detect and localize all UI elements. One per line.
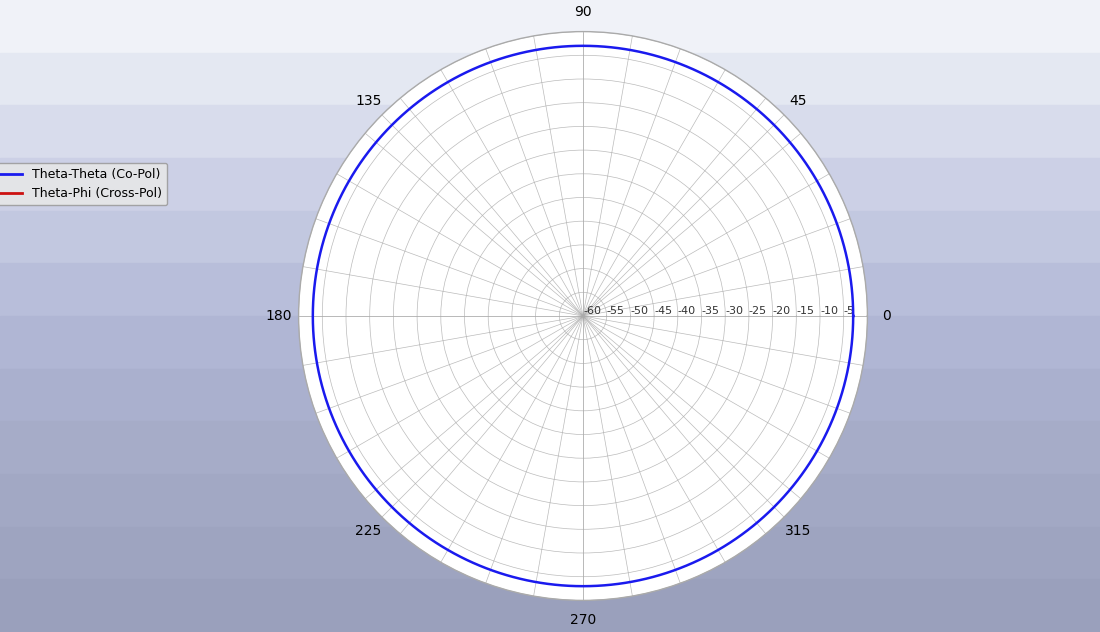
Bar — [0, 422, 1100, 474]
Theta-Theta (Co-Pol) — [847, 312, 860, 320]
Theta-Theta (Co-Pol) — [307, 298, 320, 306]
Theta-Theta (Co-Pol) — [556, 43, 569, 51]
Bar — [0, 316, 1100, 368]
Bar — [0, 368, 1100, 422]
Bar — [0, 474, 1100, 526]
Bar — [0, 52, 1100, 106]
Bar — [0, 106, 1100, 158]
Bar — [0, 526, 1100, 580]
Line: Theta-Theta (Co-Pol): Theta-Theta (Co-Pol) — [312, 46, 854, 586]
Bar — [0, 158, 1100, 210]
Bar — [0, 264, 1100, 316]
Theta-Theta (Co-Pol) — [803, 459, 816, 467]
Theta-Theta (Co-Pol) — [473, 562, 486, 569]
Legend: Theta-Theta (Co-Pol), Theta-Phi (Cross-Pol): Theta-Theta (Co-Pol), Theta-Phi (Cross-P… — [0, 163, 167, 205]
Theta-Theta (Co-Pol) — [847, 312, 860, 320]
Bar — [0, 210, 1100, 264]
Bar — [0, 0, 1100, 52]
Theta-Theta (Co-Pol) — [348, 456, 361, 463]
Bar — [0, 580, 1100, 632]
Theta-Theta (Co-Pol) — [628, 47, 641, 54]
